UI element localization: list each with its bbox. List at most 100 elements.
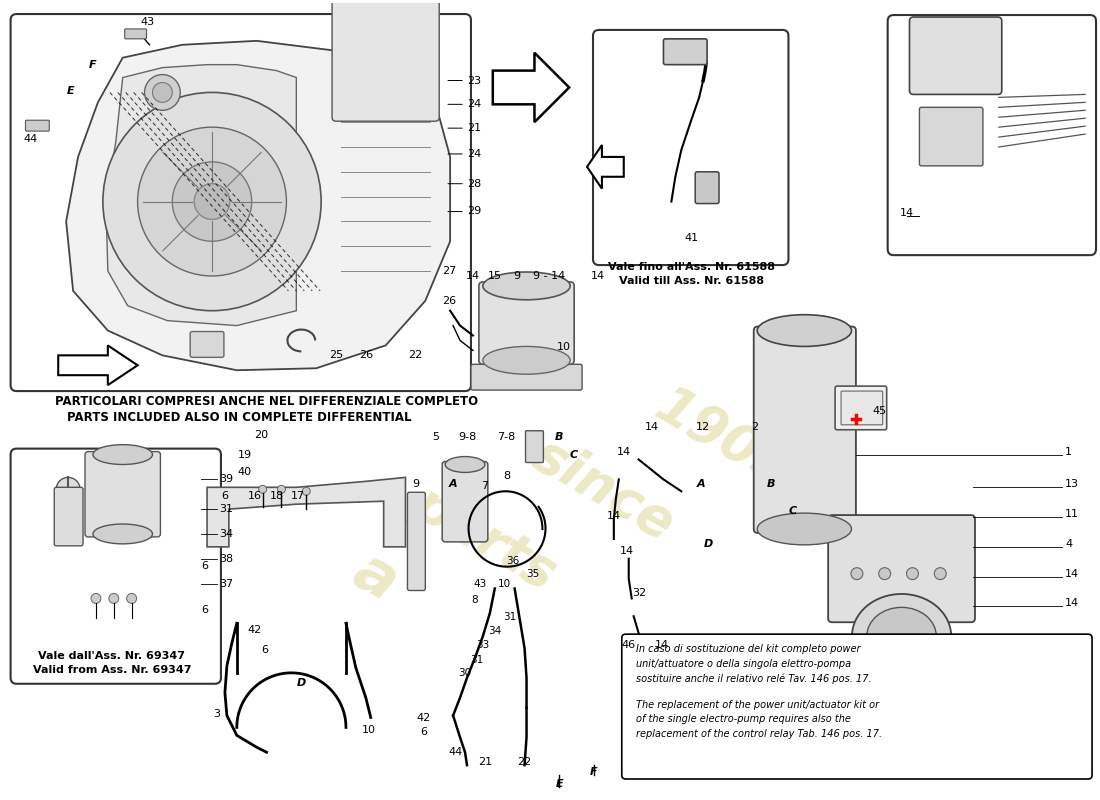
Ellipse shape <box>483 272 570 300</box>
Text: 6: 6 <box>221 491 229 502</box>
Text: 29: 29 <box>468 206 481 217</box>
Circle shape <box>277 486 285 494</box>
Text: 43: 43 <box>141 17 155 27</box>
Text: 24: 24 <box>468 149 481 159</box>
FancyBboxPatch shape <box>124 29 146 39</box>
Circle shape <box>56 478 80 502</box>
Text: 42
6: 42 6 <box>416 714 430 738</box>
Text: The replacement of the power unit/actuator kit or
of the single electro-pump req: The replacement of the power unit/actuat… <box>636 700 882 739</box>
Text: 21: 21 <box>468 123 481 133</box>
Circle shape <box>173 162 252 242</box>
Text: 26: 26 <box>442 296 456 306</box>
FancyBboxPatch shape <box>920 107 983 166</box>
FancyBboxPatch shape <box>526 430 543 462</box>
Text: In caso di sostituzione del kit completo power
unit/attuatore o della singola el: In caso di sostituzione del kit completo… <box>636 644 871 685</box>
Text: D: D <box>704 539 713 549</box>
Text: 12: 12 <box>696 422 711 432</box>
Text: 38: 38 <box>219 554 233 564</box>
Text: 10: 10 <box>498 578 512 589</box>
Circle shape <box>103 93 321 310</box>
Text: 14: 14 <box>466 271 480 281</box>
FancyBboxPatch shape <box>442 462 487 542</box>
Text: 11: 11 <box>1065 509 1079 519</box>
Text: 3: 3 <box>213 710 220 719</box>
FancyBboxPatch shape <box>471 364 582 390</box>
Text: parts: parts <box>405 478 565 601</box>
Text: Valid till Ass. Nr. 61588: Valid till Ass. Nr. 61588 <box>618 276 763 286</box>
Text: 9-8: 9-8 <box>458 432 476 442</box>
Text: 26: 26 <box>359 350 373 360</box>
Text: 28: 28 <box>468 178 481 189</box>
Text: 37: 37 <box>219 578 233 589</box>
Text: F: F <box>591 767 597 777</box>
Text: 9 - 14: 9 - 14 <box>534 271 565 281</box>
Text: 14: 14 <box>1065 569 1079 578</box>
Text: 31: 31 <box>471 655 484 665</box>
Text: D: D <box>297 678 306 688</box>
Text: 9: 9 <box>411 479 419 490</box>
FancyBboxPatch shape <box>593 30 789 265</box>
Text: 31: 31 <box>503 612 516 622</box>
Circle shape <box>126 594 136 603</box>
Text: 33: 33 <box>476 640 490 650</box>
Circle shape <box>906 568 918 579</box>
Text: 6: 6 <box>201 606 209 615</box>
Circle shape <box>109 594 119 603</box>
Text: 39: 39 <box>219 474 233 484</box>
Text: A: A <box>449 479 458 490</box>
Circle shape <box>153 82 173 102</box>
Circle shape <box>144 74 180 110</box>
Text: 46: 46 <box>621 640 636 650</box>
Ellipse shape <box>483 346 570 374</box>
Text: 44: 44 <box>448 747 462 757</box>
Text: 8: 8 <box>503 471 510 482</box>
Text: 6: 6 <box>201 561 209 570</box>
Text: 42: 42 <box>248 625 262 635</box>
Text: 24: 24 <box>468 99 481 110</box>
Text: A: A <box>696 479 705 490</box>
Text: 16: 16 <box>248 491 262 502</box>
Circle shape <box>851 568 862 579</box>
Ellipse shape <box>757 314 851 346</box>
Polygon shape <box>66 41 450 370</box>
FancyBboxPatch shape <box>828 515 975 622</box>
Text: C: C <box>789 506 796 516</box>
Text: 14: 14 <box>619 546 634 556</box>
Text: Vale fino all'Ass. Nr. 61588: Vale fino all'Ass. Nr. 61588 <box>607 262 774 272</box>
Text: 18: 18 <box>270 491 284 502</box>
Polygon shape <box>106 65 296 326</box>
FancyBboxPatch shape <box>54 487 82 546</box>
FancyBboxPatch shape <box>85 451 161 537</box>
Text: 14: 14 <box>607 511 620 521</box>
Text: a: a <box>343 542 408 614</box>
Text: 36: 36 <box>506 556 519 566</box>
Text: E: E <box>66 86 74 97</box>
Text: 15: 15 <box>487 271 502 281</box>
Text: 25: 25 <box>329 350 343 360</box>
Text: 17: 17 <box>292 491 306 502</box>
Text: B: B <box>767 479 774 490</box>
FancyBboxPatch shape <box>190 331 224 358</box>
Text: 34: 34 <box>219 529 233 539</box>
FancyBboxPatch shape <box>11 14 471 391</box>
Polygon shape <box>493 53 569 122</box>
Text: 8: 8 <box>472 595 478 606</box>
Text: 30: 30 <box>459 668 472 678</box>
Text: 14: 14 <box>654 640 669 650</box>
FancyBboxPatch shape <box>11 449 221 684</box>
FancyBboxPatch shape <box>25 120 50 131</box>
Text: 7-8: 7-8 <box>497 432 516 442</box>
Text: 45: 45 <box>872 406 887 416</box>
FancyBboxPatch shape <box>695 172 719 203</box>
Circle shape <box>934 568 946 579</box>
Text: 6: 6 <box>261 645 268 655</box>
Polygon shape <box>587 145 624 189</box>
FancyBboxPatch shape <box>663 39 707 65</box>
Text: 9: 9 <box>513 271 520 281</box>
Text: 4: 4 <box>1065 539 1072 549</box>
FancyBboxPatch shape <box>888 15 1096 255</box>
Text: 40: 40 <box>238 467 252 478</box>
Text: 34: 34 <box>488 626 502 636</box>
Text: 10: 10 <box>362 726 376 735</box>
FancyBboxPatch shape <box>835 386 887 430</box>
